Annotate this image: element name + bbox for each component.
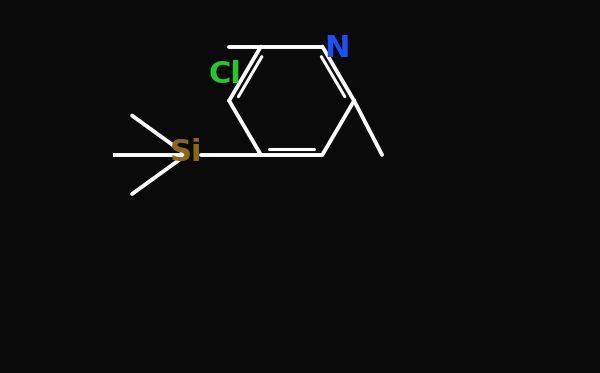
Text: N: N [324,34,350,63]
Text: Si: Si [170,138,202,167]
Text: Cl: Cl [209,60,242,89]
